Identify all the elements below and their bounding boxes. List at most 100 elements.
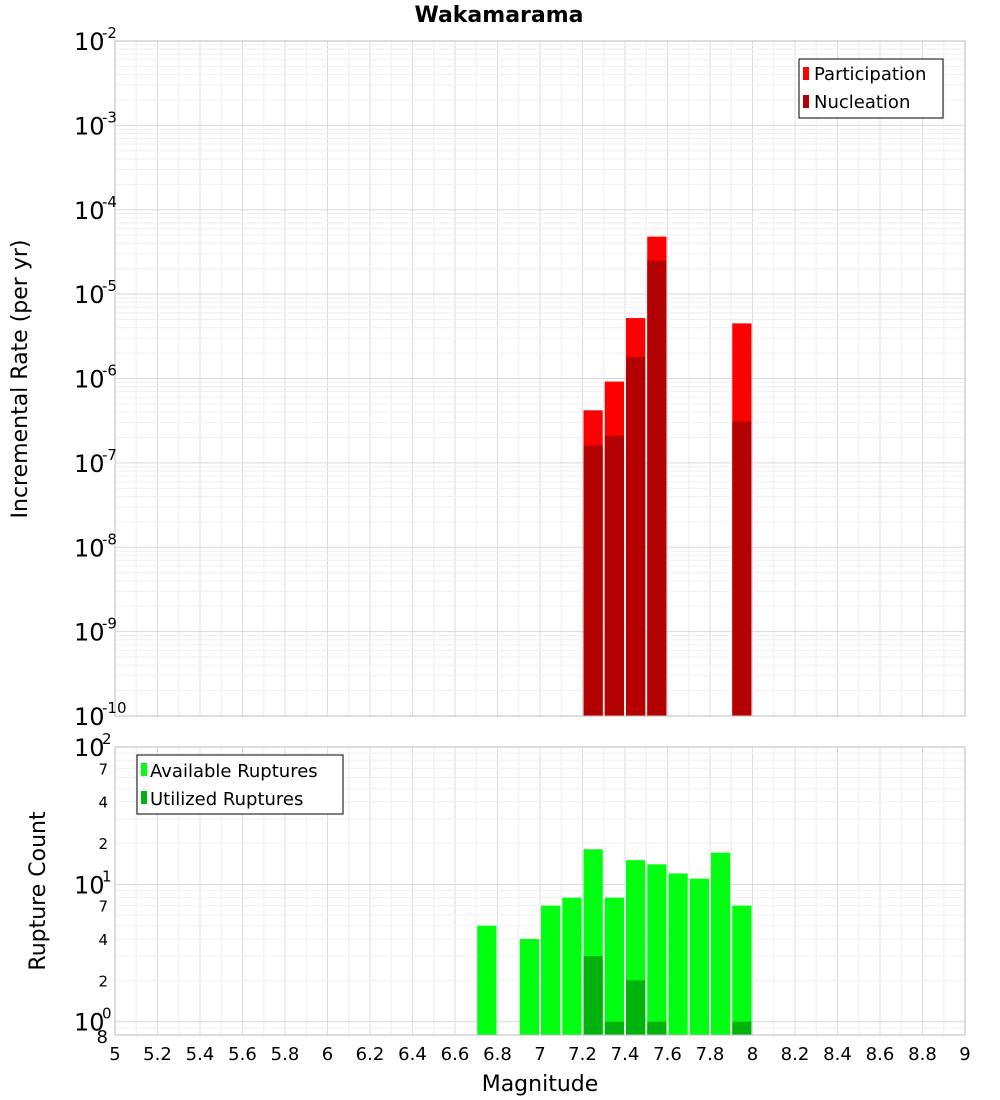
chart-title: Wakamarama xyxy=(414,3,583,28)
x-tick-label: 9 xyxy=(959,1044,970,1065)
count-bars xyxy=(477,849,752,1035)
bar-available-ruptures-8 xyxy=(668,873,688,1035)
count-y-tick-base: 10 xyxy=(74,734,105,762)
rate-y-tick-base: 10 xyxy=(74,28,105,56)
count-y-minor-tick-label: 7 xyxy=(98,898,108,916)
rate-y-ticks: 10-210-310-410-510-610-710-810-910-10 xyxy=(74,24,127,731)
count-y-axis-title: Rupture Count xyxy=(26,811,51,971)
x-tick-label: 8.6 xyxy=(866,1044,895,1065)
rate-y-tick-exponent: -4 xyxy=(102,193,117,211)
rate-y-tick-exponent: -2 xyxy=(102,24,117,42)
x-tick-label: 7.4 xyxy=(611,1044,640,1065)
rate-y-tick-base: 10 xyxy=(74,366,105,394)
rate-y-tick-base: 10 xyxy=(74,281,105,309)
rate-y-tick-label: 10-6 xyxy=(74,362,117,394)
count-y-minor-tick-label: 4 xyxy=(98,794,108,812)
count-y-minor-tick-label: 2 xyxy=(98,835,108,853)
x-tick-label: 6.2 xyxy=(356,1044,385,1065)
legend-label-participation: Participation xyxy=(814,64,926,85)
rate-y-tick-base: 10 xyxy=(74,197,105,225)
magnitude-x-ticks: 5 5.2 5.4 5.6 5.8 6 6.2 6.4 6.6 6.8 7 7.2 7.4 7.6 7.8 8… xyxy=(109,1044,970,1065)
bar-available-ruptures-3 xyxy=(562,897,582,1035)
rate-legend: Participation Nucleation xyxy=(798,58,944,119)
rate-y-tick-exponent: -8 xyxy=(102,530,117,548)
rate-y-tick-label: 10-10 xyxy=(74,699,127,731)
rate-y-tick-base: 10 xyxy=(74,112,105,140)
count-y-minor-tick-label: 2 xyxy=(98,972,108,990)
count-gridlines xyxy=(115,747,966,1036)
bar-nucleation-0 xyxy=(583,445,603,716)
bar-nucleation-1 xyxy=(604,435,624,716)
rate-y-tick-label: 10-4 xyxy=(74,193,117,225)
x-tick-label: 7 xyxy=(534,1044,545,1065)
rate-y-tick-base: 10 xyxy=(74,450,105,478)
legend-label-utilized: Utilized Ruptures xyxy=(150,789,303,810)
count-y-minor-tick-label: 7 xyxy=(98,760,108,778)
rate-bars xyxy=(583,236,752,716)
legend-swatch-available xyxy=(141,763,147,776)
x-tick-label: 7.8 xyxy=(696,1044,725,1065)
rate-y-tick-base: 10 xyxy=(74,619,105,647)
count-y-tick-base: 10 xyxy=(74,871,105,899)
x-tick-label: 8.8 xyxy=(908,1044,937,1065)
rate-panel: 10-210-310-410-510-610-710-810-910-10 In… xyxy=(8,24,966,731)
rate-y-tick-label: 10-2 xyxy=(74,24,117,56)
bar-nucleation-3 xyxy=(647,260,667,716)
count-y-minor-tick-label: 8 xyxy=(97,1027,108,1048)
legend-swatch-participation xyxy=(803,67,809,80)
rate-y-tick-exponent: -3 xyxy=(102,108,117,126)
bar-utilized-ruptures-0 xyxy=(583,956,603,1035)
x-tick-label: 6.8 xyxy=(483,1044,512,1065)
count-y-tick-base: 10 xyxy=(74,1009,105,1037)
x-tick-label: 8.2 xyxy=(781,1044,810,1065)
count-y-tick-exponent: 0 xyxy=(102,1005,112,1023)
rate-y-tick-label: 10-7 xyxy=(74,446,117,478)
count-y-tick-exponent: 2 xyxy=(102,730,112,748)
bar-available-ruptures-1 xyxy=(519,939,539,1035)
x-tick-label: 7.6 xyxy=(653,1044,682,1065)
rate-y-tick-exponent: -7 xyxy=(102,446,117,464)
legend-label-available: Available Ruptures xyxy=(150,761,318,782)
rate-y-tick-base: 10 xyxy=(74,703,105,731)
count-legend: Available Ruptures Utilized Ruptures xyxy=(136,754,344,815)
rate-y-tick-exponent: -10 xyxy=(102,699,127,717)
legend-swatch-utilized xyxy=(141,791,147,804)
bar-utilized-ruptures-2 xyxy=(626,980,646,1035)
x-tick-label: 7.2 xyxy=(568,1044,597,1065)
bar-utilized-ruptures-4 xyxy=(732,1021,752,1035)
bar-utilized-ruptures-1 xyxy=(604,1021,624,1035)
rate-y-tick-label: 10-3 xyxy=(74,108,117,140)
bar-available-ruptures-0 xyxy=(477,925,497,1035)
rate-y-tick-exponent: -9 xyxy=(102,615,117,633)
bar-nucleation-2 xyxy=(626,356,646,716)
x-tick-label: 5.6 xyxy=(228,1044,257,1065)
rate-y-tick-label: 10-5 xyxy=(74,277,117,309)
rate-y-tick-label: 10-8 xyxy=(74,530,117,562)
rate-y-axis-title: Incremental Rate (per yr) xyxy=(8,240,33,519)
bar-nucleation-4 xyxy=(732,421,752,716)
count-y-minor-tick-label: 4 xyxy=(98,931,108,949)
rate-gridlines xyxy=(115,41,966,717)
legend-swatch-nucleation xyxy=(803,95,809,108)
x-tick-label: 6.6 xyxy=(441,1044,470,1065)
bar-available-ruptures-7 xyxy=(647,864,667,1035)
rate-y-tick-exponent: -6 xyxy=(102,362,117,380)
legend-label-nucleation: Nucleation xyxy=(814,92,910,113)
bar-available-ruptures-10 xyxy=(711,852,731,1035)
rate-y-tick-base: 10 xyxy=(74,534,105,562)
bar-utilized-ruptures-3 xyxy=(647,1021,667,1035)
bar-available-ruptures-2 xyxy=(541,905,561,1035)
rate-y-tick-label: 10-9 xyxy=(74,615,117,647)
count-y-tick-exponent: 1 xyxy=(102,867,112,885)
x-tick-label: 5.8 xyxy=(271,1044,300,1065)
x-tick-label: 8 xyxy=(747,1044,758,1065)
magnitude-x-axis-title: Magnitude xyxy=(482,1072,599,1097)
bar-available-ruptures-11 xyxy=(732,905,752,1035)
x-tick-label: 5.2 xyxy=(143,1044,172,1065)
x-tick-label: 8.4 xyxy=(823,1044,852,1065)
bar-available-ruptures-9 xyxy=(689,878,709,1035)
x-tick-label: 5 xyxy=(109,1044,120,1065)
